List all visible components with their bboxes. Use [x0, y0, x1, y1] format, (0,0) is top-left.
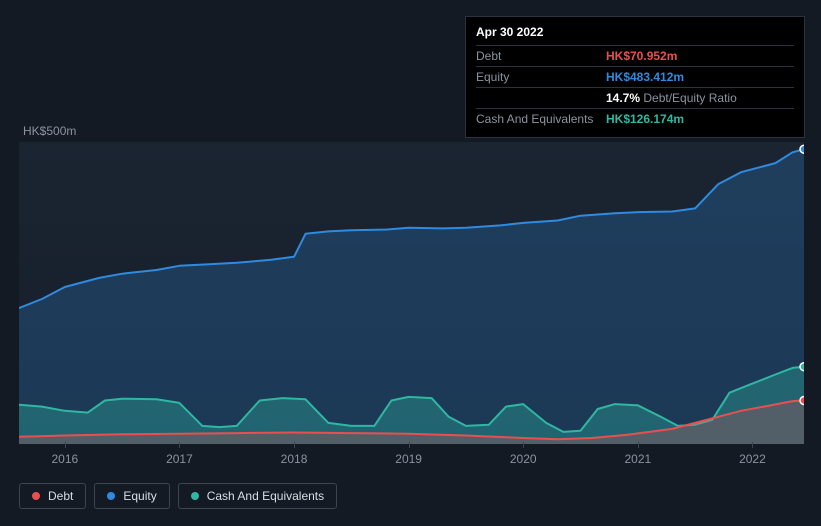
- legend-dot-icon: [32, 492, 40, 500]
- x-tick-line: [523, 442, 524, 448]
- tooltip-value: 14.7% Debt/Equity Ratio: [606, 91, 737, 105]
- legend-item[interactable]: Cash And Equivalents: [178, 483, 337, 509]
- tooltip-label: [476, 91, 606, 105]
- tooltip-row-equity: Equity HK$483.412m: [476, 66, 794, 87]
- legend-item[interactable]: Debt: [19, 483, 86, 509]
- legend-label: Cash And Equivalents: [207, 489, 324, 503]
- x-tick-line: [638, 442, 639, 448]
- chart-plot-area[interactable]: [19, 142, 804, 444]
- y-axis-label-top: HK$500m: [23, 124, 76, 138]
- legend-label: Equity: [123, 489, 156, 503]
- chart-svg: [19, 142, 804, 444]
- tooltip-label: Equity: [476, 70, 606, 84]
- x-axis: 2016 2017 2018 2019 2020 2021 2022: [19, 448, 804, 468]
- tooltip-value: HK$126.174m: [606, 112, 684, 126]
- x-tick-line: [752, 442, 753, 448]
- tooltip-row-cash: Cash And Equivalents HK$126.174m: [476, 108, 794, 129]
- tooltip-value: HK$483.412m: [606, 70, 684, 84]
- legend-label: Debt: [48, 489, 73, 503]
- ratio-value: 14.7%: [606, 91, 640, 105]
- x-tick-line: [409, 442, 410, 448]
- tooltip-label: Debt: [476, 49, 606, 63]
- x-tick-label: 2019: [395, 452, 422, 466]
- x-tick-line: [65, 442, 66, 448]
- x-tick-label: 2022: [739, 452, 766, 466]
- x-tick-label: 2016: [51, 452, 78, 466]
- x-tick-label: 2021: [624, 452, 651, 466]
- tooltip-row-debt: Debt HK$70.952m: [476, 45, 794, 66]
- x-tick-line: [179, 442, 180, 448]
- tooltip-row-ratio: 14.7% Debt/Equity Ratio: [476, 87, 794, 108]
- tooltip-label: Cash And Equivalents: [476, 112, 606, 126]
- tooltip-date: Apr 30 2022: [476, 25, 794, 45]
- legend-dot-icon: [107, 492, 115, 500]
- ratio-suffix: Debt/Equity Ratio: [643, 91, 736, 105]
- x-tick-label: 2020: [510, 452, 537, 466]
- legend-item[interactable]: Equity: [94, 483, 169, 509]
- x-tick-label: 2018: [281, 452, 308, 466]
- chart-legend: Debt Equity Cash And Equivalents: [19, 483, 337, 509]
- x-tick-label: 2017: [166, 452, 193, 466]
- chart-tooltip: Apr 30 2022 Debt HK$70.952m Equity HK$48…: [465, 16, 805, 138]
- tooltip-value: HK$70.952m: [606, 49, 677, 63]
- legend-dot-icon: [191, 492, 199, 500]
- x-tick-line: [294, 442, 295, 448]
